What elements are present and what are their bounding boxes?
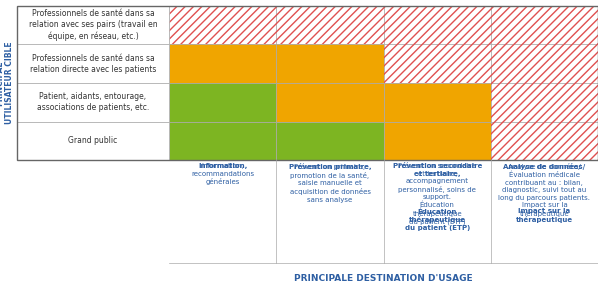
Text: Prévention secondaire
et tertiaire,: Prévention secondaire et tertiaire, bbox=[392, 163, 482, 176]
Text: Prévention primaire,: Prévention primaire, bbox=[289, 163, 371, 170]
Text: Analyse de données/: Analyse de données/ bbox=[504, 163, 585, 170]
Bar bbox=[17, 44, 169, 83]
Bar bbox=[384, 122, 491, 160]
Bar bbox=[491, 44, 598, 83]
Bar bbox=[491, 6, 598, 44]
Text: Impact sur la
thérapeutique: Impact sur la thérapeutique bbox=[516, 208, 573, 223]
Bar bbox=[276, 122, 384, 160]
Text: Information,: Information, bbox=[198, 163, 248, 169]
Text: Professionnels de santé dans sa
relation directe avec les patients: Professionnels de santé dans sa relation… bbox=[30, 54, 156, 74]
Text: Éducation
thérapeutique
du patient (ETP): Éducation thérapeutique du patient (ETP) bbox=[405, 208, 470, 231]
Bar bbox=[276, 83, 384, 122]
Bar bbox=[491, 44, 598, 83]
Bar bbox=[384, 6, 491, 44]
Text: Professionnels de santé dans sa
relation avec ses pairs (travail en
équipe, en r: Professionnels de santé dans sa relation… bbox=[29, 9, 157, 41]
Bar bbox=[491, 122, 598, 160]
Bar bbox=[169, 83, 276, 122]
Bar bbox=[17, 6, 598, 160]
Bar bbox=[169, 6, 276, 44]
Bar bbox=[491, 83, 598, 122]
Bar bbox=[17, 122, 169, 160]
Bar bbox=[491, 122, 598, 160]
Text: Patient, aidants, entourage,
associations de patients, etc.: Patient, aidants, entourage, association… bbox=[37, 92, 149, 112]
Bar bbox=[169, 44, 276, 83]
Bar bbox=[169, 6, 276, 44]
Text: Information,
recommandations
générales: Information, recommandations générales bbox=[191, 163, 254, 185]
Text: Prévention secondaire
et tertiaire,
accompagnement
personnalisé, soins de
suppor: Prévention secondaire et tertiaire, acco… bbox=[398, 163, 476, 225]
Bar bbox=[276, 6, 384, 44]
Text: PRINCIPALE DESTINATION D'USAGE: PRINCIPALE DESTINATION D'USAGE bbox=[294, 274, 473, 283]
Bar bbox=[384, 83, 491, 122]
Bar bbox=[384, 44, 491, 83]
Bar bbox=[491, 83, 598, 122]
Text: PRINCIPAL
UTILISATEUR CIBLE: PRINCIPAL UTILISATEUR CIBLE bbox=[0, 42, 14, 124]
Bar bbox=[276, 44, 384, 83]
Bar bbox=[276, 6, 384, 44]
Text: Grand public: Grand public bbox=[68, 136, 118, 145]
Bar bbox=[384, 6, 491, 44]
Bar bbox=[384, 44, 491, 83]
Text: Prévention primaire,
promotion de la santé,
saisie manuelle et
acquisition de do: Prévention primaire, promotion de la san… bbox=[289, 163, 371, 202]
Bar bbox=[17, 6, 169, 44]
Bar bbox=[169, 122, 276, 160]
Bar bbox=[17, 83, 169, 122]
Text: Analyse de données/
Évaluation médicale
contribuant au : bilan,
diagnostic, suiv: Analyse de données/ Évaluation médicale … bbox=[498, 163, 590, 217]
Bar bbox=[491, 6, 598, 44]
